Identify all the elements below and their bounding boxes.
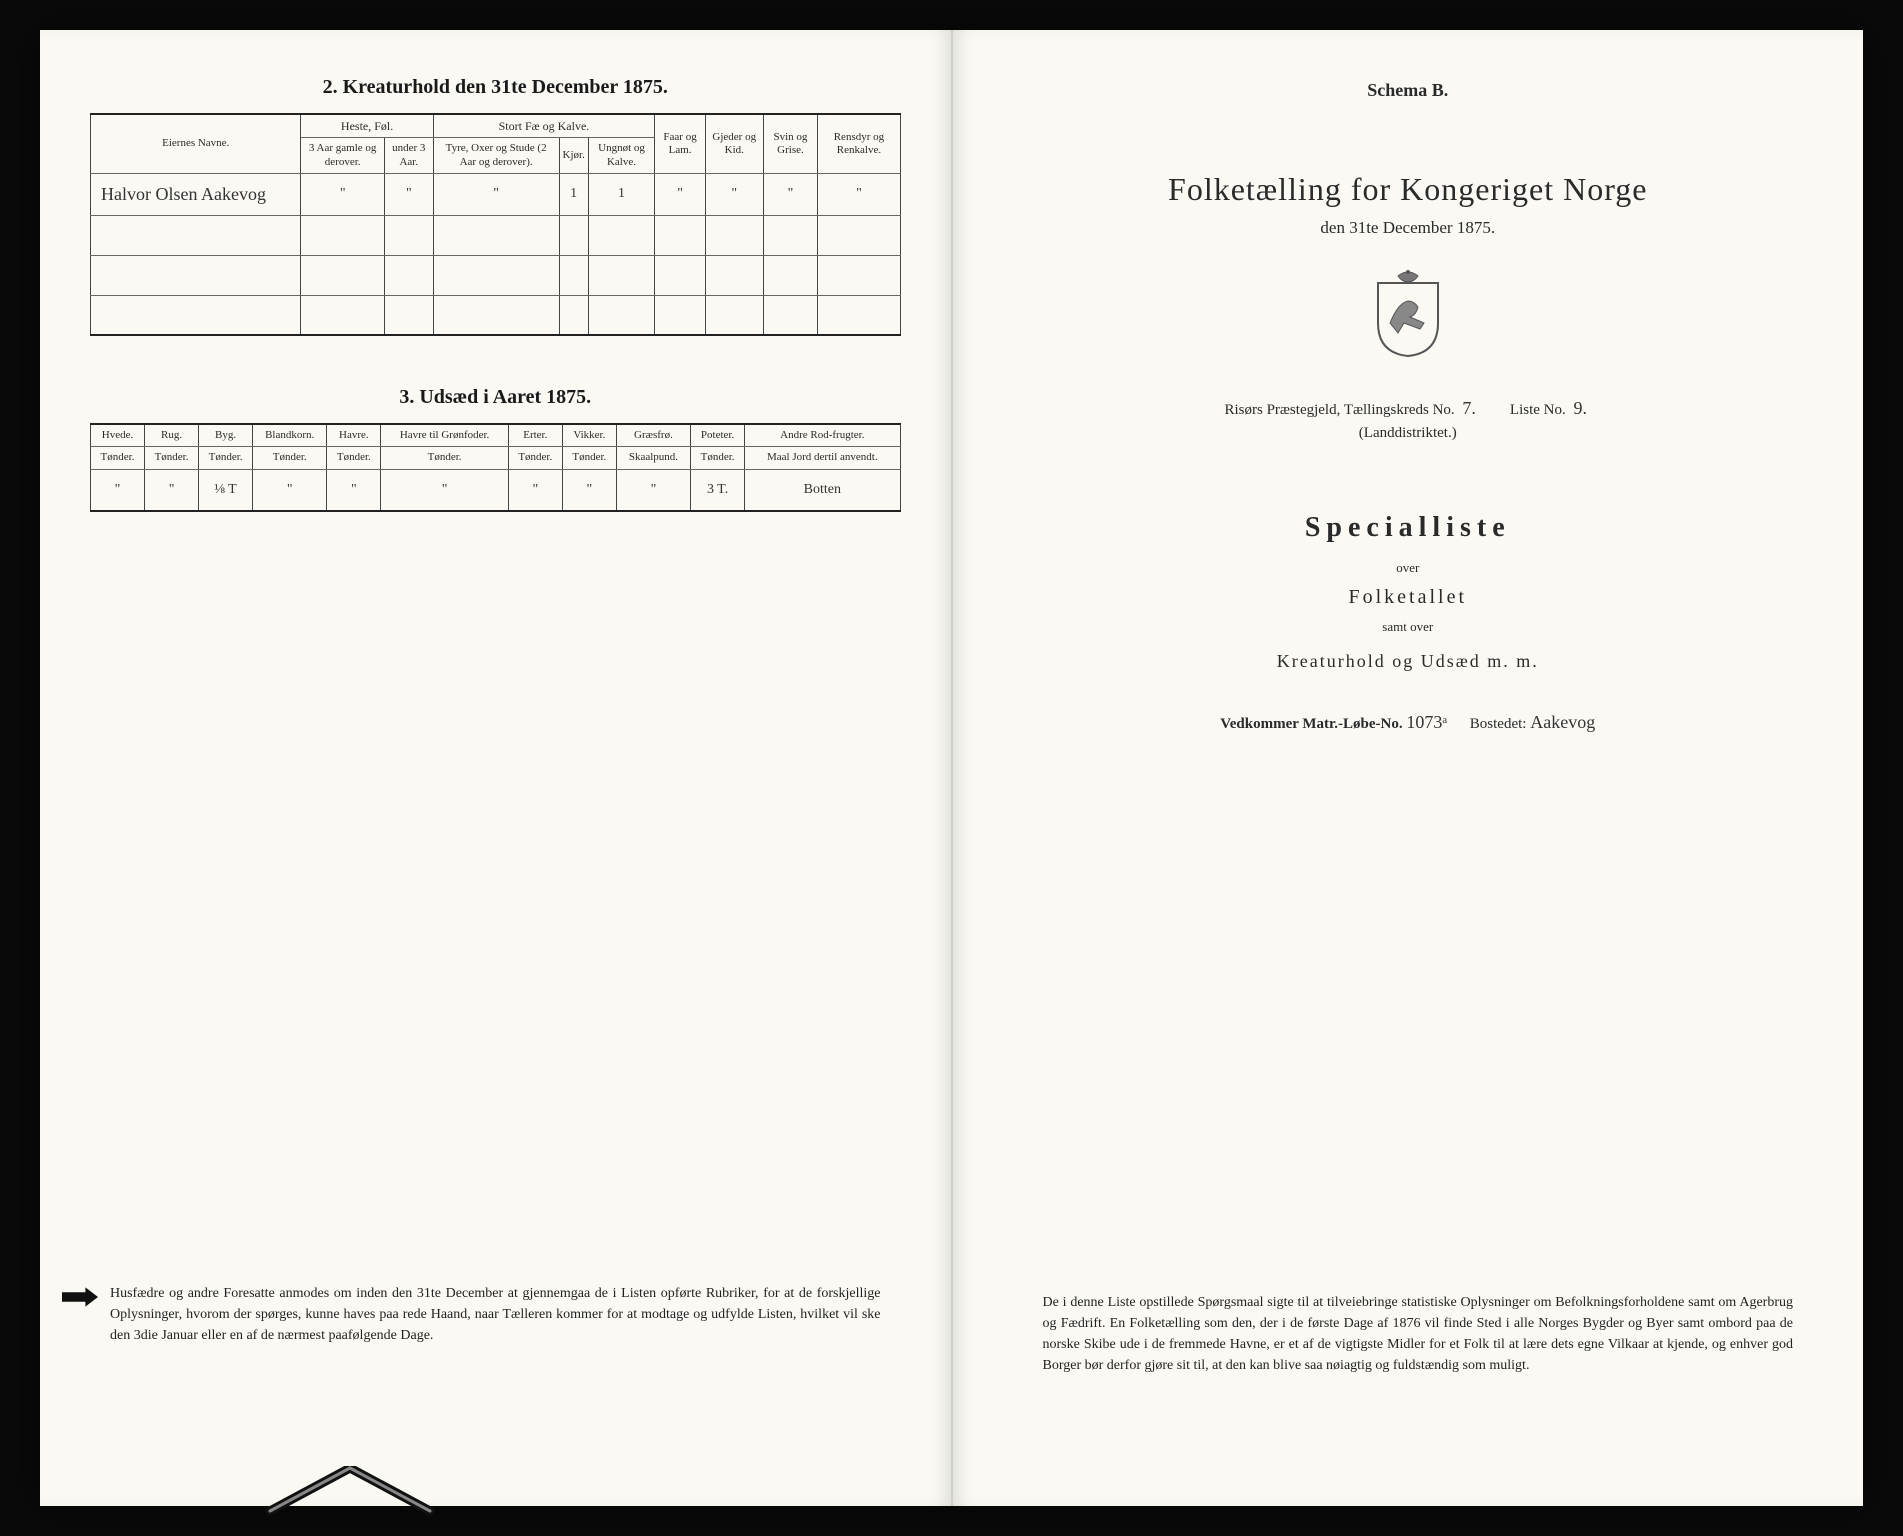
- table-row: [91, 255, 901, 295]
- book-spread: 2. Kreaturhold den 31te December 1875. E…: [40, 30, 1863, 1506]
- left-footnote: Husfædre og andre Foresatte anmodes om i…: [110, 1283, 881, 1346]
- cell: ": [381, 469, 508, 511]
- parish-no: 7.: [1458, 398, 1480, 418]
- table-row: [91, 295, 901, 335]
- matr-label: Vedkommer Matr.-Løbe-No.: [1220, 716, 1402, 732]
- unit: Maal Jord dertil anvendt.: [745, 447, 900, 469]
- group-horses: Heste, Føl.: [301, 114, 433, 138]
- parish-line: Risørs Præstegjeld, Tællingskreds No. 7.…: [1003, 398, 1814, 419]
- right-footnote: De i denne Liste opstillede Spørgsmaal s…: [1043, 1292, 1794, 1376]
- col: Vikker.: [562, 424, 616, 447]
- col-reindeer: Rensdyr og Renkalve.: [818, 114, 900, 173]
- main-title: Folketælling for Kongeriget Norge: [1003, 171, 1814, 208]
- seed-header-row: Hvede. Rug. Byg. Blandkorn. Havre. Havre…: [91, 424, 901, 447]
- cell: ": [384, 173, 433, 215]
- district-line: (Landdistriktet.): [1003, 425, 1814, 442]
- col: Hvede.: [91, 424, 145, 447]
- unit: Tønder.: [145, 447, 199, 469]
- schema-label: Schema B.: [1003, 80, 1814, 101]
- unit: Skaalpund.: [616, 447, 690, 469]
- unit: Tønder.: [199, 447, 253, 469]
- col-goats: Gjeder og Kid.: [705, 114, 763, 173]
- col-sheep: Faar og Lam.: [655, 114, 706, 173]
- col-horses-young: under 3 Aar.: [384, 138, 433, 173]
- col: Havre.: [327, 424, 381, 447]
- col-calves: Ungnøt og Kalve.: [588, 138, 654, 173]
- unit: Tønder.: [381, 447, 508, 469]
- footnote-text: Husfædre og andre Foresatte anmodes om i…: [110, 1286, 881, 1343]
- section2-title: 2. Kreaturhold den 31te December 1875.: [90, 76, 901, 99]
- cell: ": [818, 173, 900, 215]
- livestock-table: Eiernes Navne. Heste, Føl. Stort Fæ og K…: [90, 113, 901, 336]
- cell: 1: [588, 173, 654, 215]
- cell: ⅛ T: [199, 469, 253, 511]
- table-row: Halvor Olsen Aakevog " " " 1 1 " " " ": [91, 173, 901, 215]
- col: Poteter.: [691, 424, 745, 447]
- unit: Tønder.: [562, 447, 616, 469]
- coat-of-arms-icon: [1368, 268, 1448, 358]
- left-page: 2. Kreaturhold den 31te December 1875. E…: [40, 30, 953, 1506]
- cell: ": [763, 173, 818, 215]
- cell: ": [433, 173, 559, 215]
- matr-line: Vedkommer Matr.-Løbe-No. 1073ᵃ Bostedet:…: [1003, 712, 1814, 733]
- section3-title: 3. Udsæd i Aaret 1875.: [90, 386, 901, 409]
- cell: ": [327, 469, 381, 511]
- col: Byg.: [199, 424, 253, 447]
- col: Rug.: [145, 424, 199, 447]
- cell: ": [655, 173, 706, 215]
- parish-prefix: Risørs Præstegjeld, Tællingskreds No.: [1225, 402, 1455, 418]
- cell: ": [562, 469, 616, 511]
- seed-table: Hvede. Rug. Byg. Blandkorn. Havre. Havre…: [90, 423, 901, 512]
- col-owners: Eiernes Navne.: [91, 114, 301, 173]
- col: Andre Rod-frugter.: [745, 424, 900, 447]
- specialliste-title: Specialliste: [1003, 512, 1814, 544]
- unit: Tønder.: [691, 447, 745, 469]
- col-horses-old: 3 Aar gamle og derover.: [301, 138, 384, 173]
- owner-cell: Halvor Olsen Aakevog: [91, 173, 301, 215]
- table-row: " " ⅛ T " " " " " " 3 T. Botten: [91, 469, 901, 511]
- unit: Tønder.: [91, 447, 145, 469]
- col-bulls: Tyre, Oxer og Stude (2 Aar og derover).: [433, 138, 559, 173]
- cell: 3 T.: [691, 469, 745, 511]
- seed-unit-row: Tønder. Tønder. Tønder. Tønder. Tønder. …: [91, 447, 901, 469]
- cell: ": [145, 469, 199, 511]
- col-pigs: Svin og Grise.: [763, 114, 818, 173]
- unit: Tønder.: [508, 447, 562, 469]
- liste-label: Liste No.: [1510, 402, 1566, 418]
- col: Blandkorn.: [253, 424, 327, 447]
- folketallet-label: Folketallet: [1003, 586, 1814, 609]
- col-cows: Kjør.: [559, 138, 588, 173]
- pointing-hand-icon: [62, 1285, 98, 1309]
- cell: 1: [559, 173, 588, 215]
- bosted-value: Aakevog: [1530, 712, 1595, 732]
- cell: ": [253, 469, 327, 511]
- col: Havre til Grønfoder.: [381, 424, 508, 447]
- unit: Tønder.: [253, 447, 327, 469]
- cell: ": [91, 469, 145, 511]
- unit: Tønder.: [327, 447, 381, 469]
- group-cattle: Stort Fæ og Kalve.: [433, 114, 654, 138]
- cell: ": [616, 469, 690, 511]
- binder-clip-icon: [260, 1466, 440, 1516]
- col: Erter.: [508, 424, 562, 447]
- col: Græsfrø.: [616, 424, 690, 447]
- right-page: Schema B. Folketælling for Kongeriget No…: [953, 30, 1864, 1506]
- table-row: [91, 215, 901, 255]
- cell: ": [508, 469, 562, 511]
- cell: ": [301, 173, 384, 215]
- samt-over-label: samt over: [1003, 619, 1814, 635]
- kreaturhold-line: Kreaturhold og Udsæd m. m.: [1003, 651, 1814, 672]
- cell: Botten: [745, 469, 900, 511]
- date-line: den 31te December 1875.: [1003, 218, 1814, 238]
- cell: ": [705, 173, 763, 215]
- matr-no: 1073ᵃ: [1406, 712, 1447, 732]
- bosted-label: Bostedet:: [1470, 716, 1527, 732]
- over-label: over: [1003, 560, 1814, 576]
- liste-no: 9.: [1569, 398, 1591, 418]
